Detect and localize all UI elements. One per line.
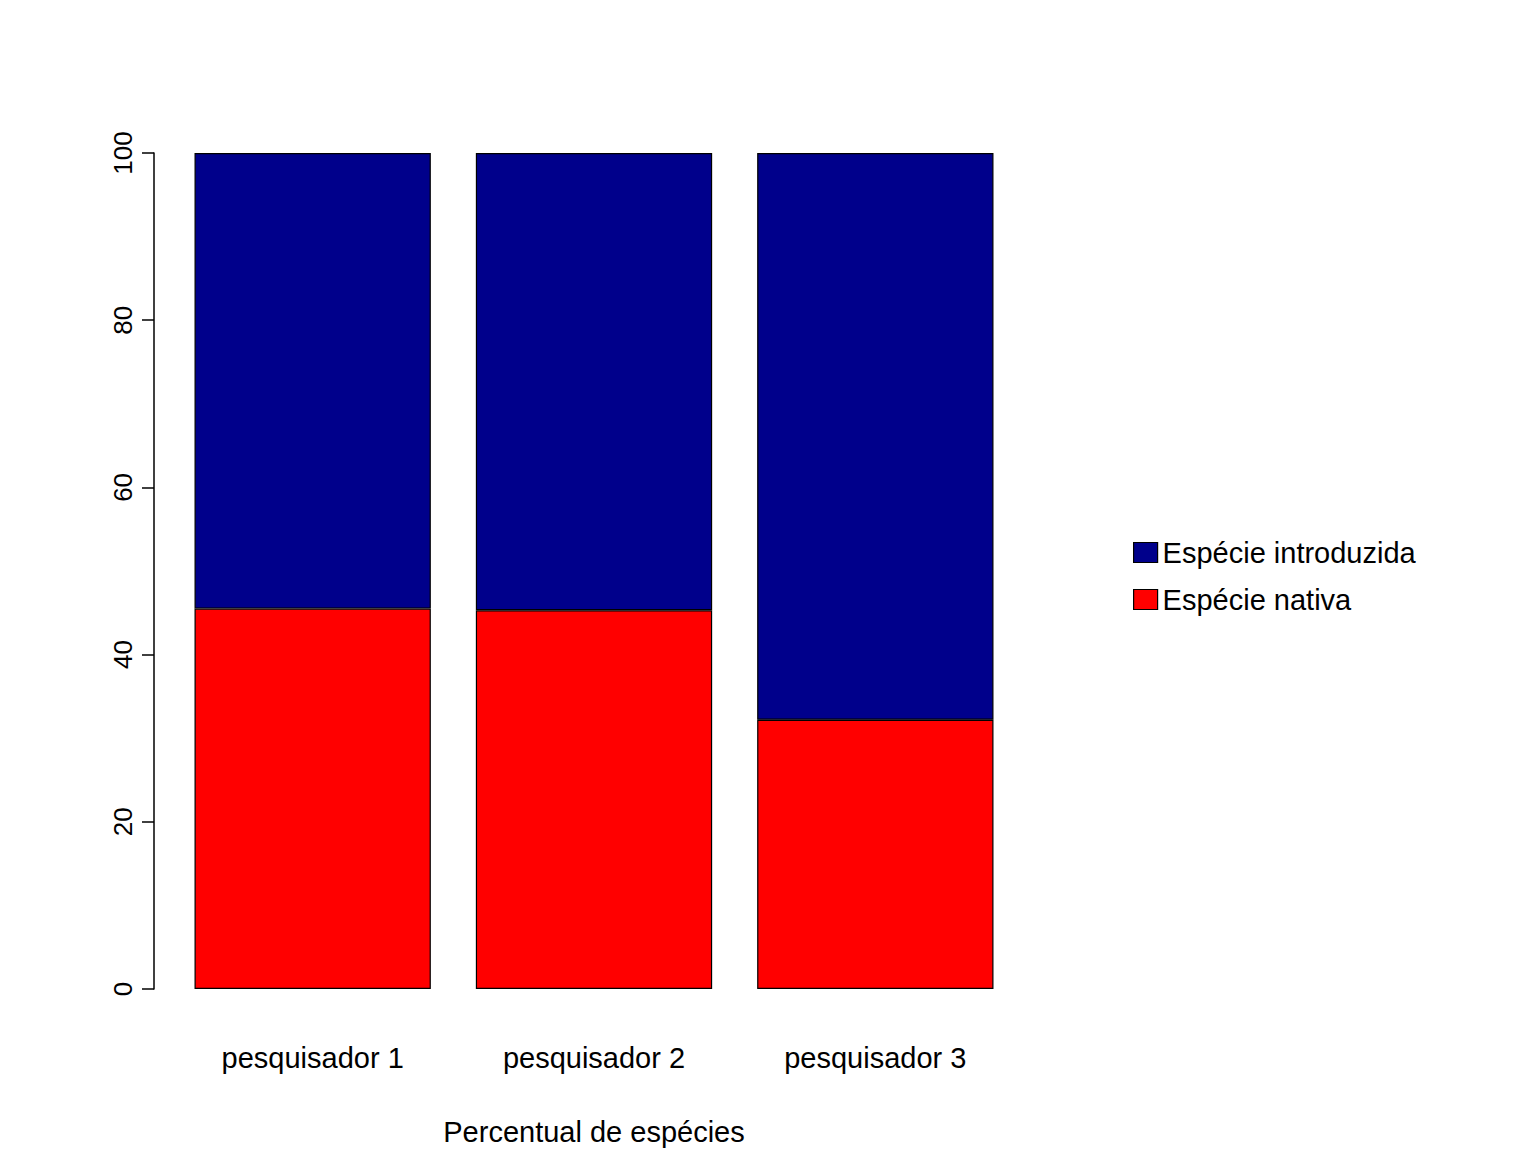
svg-text:80: 80	[108, 306, 138, 335]
svg-text:pesquisador 2: pesquisador 2	[503, 1042, 685, 1074]
svg-text:0: 0	[108, 982, 138, 996]
svg-text:Espécie introduzida: Espécie introduzida	[1163, 537, 1417, 569]
svg-text:pesquisador 1: pesquisador 1	[222, 1042, 404, 1074]
svg-text:pesquisador 3: pesquisador 3	[784, 1042, 966, 1074]
svg-text:40: 40	[108, 640, 138, 669]
svg-text:20: 20	[108, 807, 138, 836]
svg-text:60: 60	[108, 473, 138, 502]
svg-text:Espécie nativa: Espécie nativa	[1163, 584, 1352, 616]
svg-text:100: 100	[108, 131, 138, 174]
svg-text:Percentual de espécies: Percentual de espécies	[443, 1116, 744, 1148]
